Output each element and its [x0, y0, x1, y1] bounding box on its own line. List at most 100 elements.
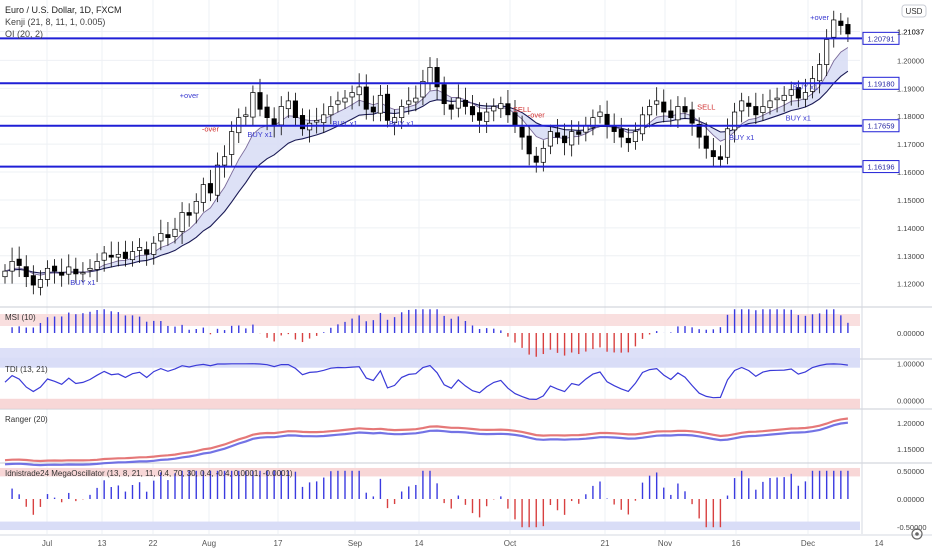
candle-body: [491, 106, 497, 112]
candle-body: [137, 247, 143, 251]
signal-annotation: SELL: [513, 105, 531, 114]
candle-body: [207, 183, 213, 194]
candle-body: [689, 109, 695, 124]
candle-body: [186, 212, 192, 216]
candle-body: [314, 120, 320, 123]
panel-title: MSI (10): [5, 313, 36, 322]
tdi-line: [4, 363, 848, 401]
candle-body: [625, 137, 631, 144]
candle-body: [519, 126, 525, 138]
y-tick-label: 1.21037: [897, 27, 924, 36]
candle-body: [115, 254, 121, 258]
candle-body: [363, 86, 369, 110]
signal-annotation: BUY x1: [786, 113, 811, 122]
candle-body: [632, 131, 638, 142]
level-price-box: [862, 76, 900, 90]
signal-annotation: BUY x1: [793, 83, 818, 92]
candle-body: [618, 128, 624, 138]
candle-body: [59, 271, 65, 276]
candle-body: [781, 94, 787, 101]
signal-annotation: BUY x1: [247, 130, 272, 139]
candle-body: [342, 97, 348, 103]
candle-body: [9, 260, 15, 272]
candle-body: [94, 260, 100, 270]
candle-body: [406, 100, 412, 105]
candle-body: [144, 249, 150, 255]
candle-body: [448, 104, 454, 110]
candle-body: [554, 132, 561, 138]
candle-body: [462, 99, 468, 107]
indicator-oi-label[interactable]: OI (20, 2): [5, 29, 43, 39]
ranger-upper-line: [4, 417, 849, 463]
ranger-lower-line: [4, 421, 849, 467]
tdi-lower-zone: [0, 398, 860, 409]
y-tick-label: 1.20000: [897, 419, 924, 428]
candle-body: [696, 123, 702, 138]
candle-body: [377, 94, 383, 114]
candle-body: [505, 103, 511, 116]
candle-body: [540, 147, 546, 163]
signal-annotation: -over: [528, 111, 546, 120]
candle-body: [193, 200, 199, 214]
candle-body: [172, 228, 178, 237]
signal-annotation: BUY x1: [332, 119, 357, 128]
candle-body: [455, 97, 461, 109]
y-tick-label: 1.20000: [897, 56, 924, 65]
candle-body: [392, 117, 398, 124]
candle-body: [292, 100, 298, 118]
candle-body: [547, 131, 553, 147]
level-price-label: 1.19180: [867, 79, 894, 88]
candle-body: [349, 92, 355, 98]
x-tick-label: 17: [274, 539, 283, 548]
candle-body: [845, 24, 851, 35]
candle-body: [264, 106, 270, 118]
x-tick-label: 16: [732, 539, 741, 548]
current-price-label: 1.21037: [897, 27, 924, 36]
signal-annotation: +over: [810, 13, 829, 22]
x-tick-label: 14: [875, 539, 884, 548]
candle-body: [639, 114, 646, 135]
level-price-label: 1.16196: [867, 163, 894, 172]
tdi-upper-zone: [0, 357, 860, 368]
candle-body: [370, 106, 376, 113]
candle-body: [335, 100, 341, 105]
candle-body: [30, 275, 36, 286]
y-tick-label: 1.15000: [897, 196, 924, 205]
candle-body: [222, 156, 228, 166]
gear-icon[interactable]: [911, 528, 923, 540]
x-tick-label: 21: [601, 539, 610, 548]
candle-body: [214, 164, 221, 196]
y-tick-label: 0.00000: [897, 495, 924, 504]
candle-body: [229, 131, 235, 155]
currency-badge[interactable]: USD: [901, 4, 927, 18]
candle-body: [420, 80, 426, 98]
cloud-band: [5, 47, 848, 276]
candle-body: [285, 100, 291, 110]
candle-body: [356, 86, 362, 96]
candle-body: [533, 155, 539, 163]
candle-body: [802, 92, 808, 100]
msi-lower-zone: [0, 348, 860, 358]
candle-body: [399, 106, 405, 118]
candle-body: [469, 106, 476, 116]
candle-body: [37, 279, 43, 288]
candle-body: [52, 265, 58, 272]
candle-body: [732, 111, 738, 131]
candle-body: [434, 67, 440, 88]
candle-body: [760, 106, 766, 113]
y-tick-label: 1.14000: [897, 224, 924, 233]
candle-body: [512, 112, 518, 127]
candle-body: [328, 106, 334, 116]
candle-body: [583, 125, 589, 133]
indicator-kenji-label[interactable]: Kenji (21, 8, 11, 1, 0.005): [5, 17, 105, 27]
candle-body: [675, 106, 681, 121]
x-tick-label: Nov: [658, 539, 672, 548]
candle-body: [838, 20, 844, 26]
y-tick-label: 0.00000: [897, 329, 924, 338]
candle-body: [477, 112, 483, 121]
x-tick-label: Jul: [42, 539, 52, 548]
candle-body: [108, 254, 114, 258]
level-price-box: [862, 119, 900, 133]
